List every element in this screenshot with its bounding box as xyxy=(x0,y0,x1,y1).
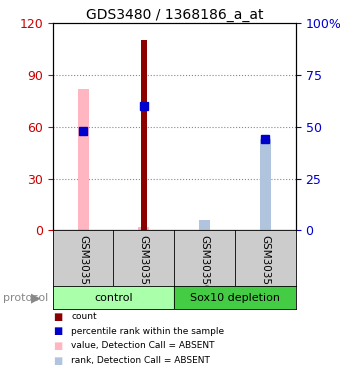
Text: percentile rank within the sample: percentile rank within the sample xyxy=(71,327,224,336)
Text: ■: ■ xyxy=(53,356,62,366)
Title: GDS3480 / 1368186_a_at: GDS3480 / 1368186_a_at xyxy=(85,8,263,22)
Text: GSM303507: GSM303507 xyxy=(200,235,210,298)
Text: ■: ■ xyxy=(53,326,62,336)
Bar xyxy=(260,139,271,230)
Bar xyxy=(141,40,147,230)
Text: rank, Detection Call = ABSENT: rank, Detection Call = ABSENT xyxy=(71,356,210,365)
Text: control: control xyxy=(94,293,133,303)
Bar xyxy=(174,286,296,309)
Bar xyxy=(53,286,174,309)
Text: Sox10 depletion: Sox10 depletion xyxy=(190,293,280,303)
Text: GSM303512: GSM303512 xyxy=(139,235,149,298)
Text: count: count xyxy=(71,312,97,321)
Text: ■: ■ xyxy=(53,312,62,322)
Text: value, Detection Call = ABSENT: value, Detection Call = ABSENT xyxy=(71,341,215,351)
Text: GSM303511: GSM303511 xyxy=(260,235,270,298)
Bar xyxy=(138,227,149,230)
Text: ▶: ▶ xyxy=(31,291,41,304)
Bar xyxy=(78,89,88,230)
Bar xyxy=(260,147,271,230)
Text: protocol: protocol xyxy=(3,293,49,303)
Bar xyxy=(199,220,210,230)
Text: ■: ■ xyxy=(53,341,62,351)
Text: GSM303510: GSM303510 xyxy=(78,235,88,298)
